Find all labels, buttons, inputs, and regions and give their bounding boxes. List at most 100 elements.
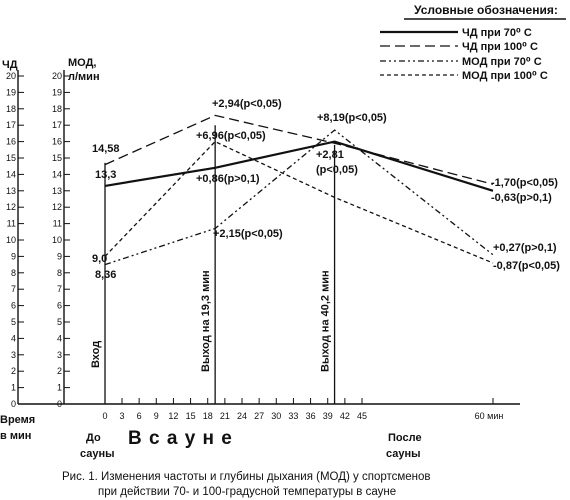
x-tick-label: 27: [254, 411, 264, 421]
y-left-tick-label: 7: [11, 284, 16, 294]
x-tick-label: 9: [154, 411, 159, 421]
y-left-tick-label: 3: [11, 350, 16, 360]
caption-line-2: при действии 70- и 100-градусной темпера…: [98, 486, 396, 498]
y-left-tick-label: 19: [6, 87, 16, 97]
y-right-tick-label: 3: [57, 350, 62, 360]
y-right-axis-label-2: л/мин: [68, 71, 100, 83]
y-right-axis-label-1: МОД,: [68, 57, 96, 69]
y-right-tick-label: 15: [52, 153, 62, 163]
x-tick-label: 30: [271, 411, 281, 421]
y-right-tick-label: 19: [52, 87, 62, 97]
data-annotation: (р<0,05): [316, 164, 358, 176]
data-annotation: 8,36: [95, 269, 116, 281]
y-right-tick-label: 1: [57, 383, 62, 393]
x-tick-label: 42: [340, 411, 350, 421]
vertical-marker-label: Вход: [90, 341, 102, 368]
vertical-marker-label: Выход на 19,3 мин: [200, 270, 212, 372]
x-axis-label-1: Время: [0, 414, 35, 426]
y-right-tick-label: 18: [52, 104, 62, 114]
vertical-markers: Вход Выход на 19,3 мин Выход на 40,2 мин: [90, 125, 336, 404]
series-line: [104, 129, 494, 266]
x-axis-label-2: в мин: [0, 430, 31, 442]
y-right-tick-label: 2: [57, 366, 62, 376]
y-left-tick-label: 1: [11, 383, 16, 393]
legend-entry: ЧД при 70⁰ С: [462, 27, 532, 39]
y-left-tick-label: 0: [11, 399, 16, 409]
series-layer: [104, 114, 494, 266]
data-annotation: +2,15(р<0,05): [213, 228, 283, 240]
x-tick-label: 3: [119, 411, 124, 421]
phase-after-1: После: [388, 432, 422, 444]
y-right-tick-label: 20: [52, 71, 62, 81]
data-annotation: -1,70(р<0,05): [491, 177, 558, 189]
data-annotation: 9,0: [92, 253, 107, 265]
axes: 0123456789101112131415161718192001234567…: [6, 70, 520, 421]
series-line: [104, 140, 494, 192]
y-left-tick-label: 16: [6, 137, 16, 147]
series-line: [104, 140, 494, 264]
y-left-tick-label: 17: [6, 120, 16, 130]
y-right-tick-label: 10: [52, 235, 62, 245]
legend-entry: МОД при 100⁰ С: [462, 70, 548, 82]
x-tick-label: 45: [357, 411, 367, 421]
data-annotation: -0,87(р<0,05): [493, 260, 560, 272]
y-left-tick-label: 14: [6, 169, 16, 179]
y-left-tick-label: 15: [6, 153, 16, 163]
data-annotation: +8,19(р<0,05): [317, 112, 387, 124]
y-left-tick-label: 20: [6, 71, 16, 81]
y-right-tick-label: 4: [57, 333, 62, 343]
y-left-tick-label: 4: [11, 333, 16, 343]
y-right-tick-label: 17: [52, 120, 62, 130]
phase-before-2: сауны: [80, 448, 115, 460]
y-right-tick-label: 7: [57, 284, 62, 294]
phase-during: В с а у н е: [128, 428, 233, 449]
data-annotation: +6,96(р<0,05): [196, 130, 266, 142]
data-annotation: +0,86(р>0,1): [196, 173, 260, 185]
y-left-tick-label: 8: [11, 268, 16, 278]
legend-entry: МОД при 70⁰ С: [462, 56, 542, 68]
x-tick-label: 39: [323, 411, 333, 421]
x-tick-label: 21: [220, 411, 230, 421]
data-annotation: 14,58: [92, 143, 120, 155]
y-right-tick-label: 0: [57, 399, 62, 409]
legend-entry: ЧД при 100⁰ С: [462, 41, 538, 53]
y-left-tick-label: 13: [6, 186, 16, 196]
x-tick-label: 0: [102, 411, 107, 421]
y-right-tick-label: 9: [57, 251, 62, 261]
legend: Условные обозначения: ЧД при 70⁰ С ЧД при …: [380, 3, 566, 82]
y-right-tick-label: 5: [57, 317, 62, 327]
phase-after-2: сауны: [386, 448, 421, 460]
y-right-tick-label: 14: [52, 169, 62, 179]
y-left-tick-label: 18: [6, 104, 16, 114]
y-right-tick-label: 12: [52, 202, 62, 212]
y-left-tick-label: 5: [11, 317, 16, 327]
data-annotation: +2,94(р<0,05): [212, 98, 282, 110]
phase-before-1: До: [86, 432, 101, 444]
y-right-tick-label: 8: [57, 268, 62, 278]
caption-line-1: Рис. 1. Изменения частоты и глубины дыха…: [62, 471, 431, 483]
data-annotation: +0,27(р>0,1): [493, 242, 557, 254]
data-annotation: +2,81: [316, 149, 344, 161]
y-left-tick-label: 9: [11, 251, 16, 261]
y-right-tick-label: 16: [52, 137, 62, 147]
y-left-tick-label: 10: [6, 235, 16, 245]
y-right-tick-label: 6: [57, 301, 62, 311]
data-annotation: 13,3: [95, 169, 116, 181]
vertical-marker-label: Выход на 40,2 мин: [320, 270, 332, 372]
x-tick-label: 24: [237, 411, 247, 421]
y-right-tick-label: 11: [53, 219, 62, 229]
x-tick-label: 12: [168, 411, 178, 421]
x-tick-label: 60 мин: [475, 411, 504, 421]
x-tick-label: 33: [288, 411, 298, 421]
y-left-axis-label: ЧД: [2, 59, 18, 71]
y-left-tick-label: 2: [11, 366, 16, 376]
y-left-tick-label: 11: [7, 219, 16, 229]
series-line: [104, 114, 494, 185]
x-tick-label: 15: [186, 411, 196, 421]
x-tick-label: 36: [306, 411, 316, 421]
y-right-tick-label: 13: [52, 186, 62, 196]
annotations: 14,58 13,3 9,0 8,36 +2,94(р<0,05) +6,96(р<0,0…: [92, 98, 560, 281]
x-tick-label: 18: [203, 411, 213, 421]
y-left-tick-label: 12: [6, 202, 16, 212]
